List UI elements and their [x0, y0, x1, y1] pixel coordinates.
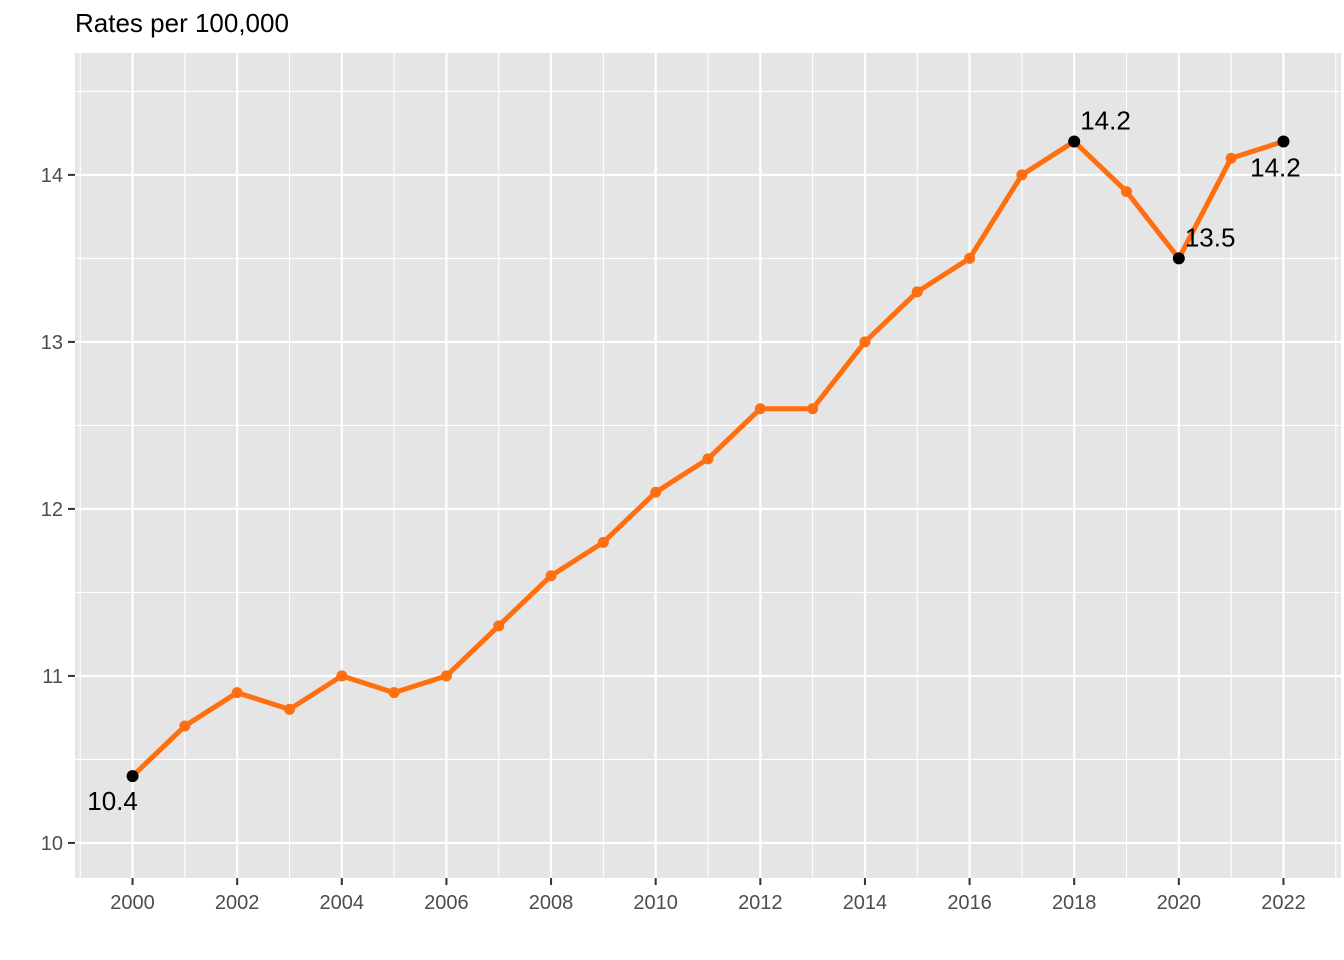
highlight-point — [1277, 135, 1290, 148]
data-point — [597, 536, 609, 548]
data-point — [1121, 186, 1133, 198]
data-point — [754, 403, 766, 415]
x-tick-label: 2006 — [424, 892, 469, 914]
x-tick-label: 2000 — [110, 892, 155, 914]
y-tick-label: 11 — [42, 666, 63, 688]
x-tick-label: 2022 — [1261, 892, 1306, 914]
data-point — [807, 403, 819, 415]
x-tick-label: 2012 — [738, 892, 783, 914]
data-point — [440, 670, 452, 682]
y-tick-label: 10 — [41, 833, 63, 855]
data-label: 13.5 — [1185, 222, 1236, 252]
data-point — [1016, 169, 1028, 181]
y-tick-label: 13 — [41, 332, 63, 354]
data-point — [650, 486, 662, 498]
x-tick-label: 2018 — [1052, 892, 1097, 914]
highlight-layer: 10.4 14.2 13.5 14.2 — [87, 106, 1301, 817]
data-point — [336, 670, 348, 682]
grid-lines — [75, 53, 1341, 878]
highlight-point — [126, 770, 139, 783]
data-label: 10.4 — [87, 786, 138, 816]
data-point — [179, 720, 191, 732]
x-tick-label: 2008 — [529, 892, 574, 914]
data-point — [545, 570, 557, 582]
x-tick-label: 2016 — [947, 892, 992, 914]
y-tick-label: 14 — [41, 165, 63, 187]
chart-title: Rates per 100,000 — [75, 8, 289, 38]
data-point — [231, 687, 243, 699]
x-tick-label: 2002 — [215, 892, 260, 914]
y-tick-label: 12 — [41, 499, 63, 521]
data-point — [859, 336, 871, 348]
x-axis: 2000 2002 2004 2006 2008 2010 2012 2014 2016 2018… — [110, 878, 1306, 914]
data-point — [1225, 152, 1237, 164]
x-tick-label: 2014 — [843, 892, 888, 914]
data-point — [388, 687, 400, 699]
data-point — [911, 286, 923, 298]
data-point — [702, 453, 714, 465]
data-label: 14.2 — [1250, 153, 1301, 183]
data-point — [493, 620, 505, 632]
highlight-point — [1068, 135, 1081, 148]
x-tick-label: 2010 — [633, 892, 678, 914]
y-axis: 10 11 12 13 14 — [41, 165, 75, 855]
highlight-point — [1172, 252, 1185, 265]
x-tick-label: 2020 — [1157, 892, 1202, 914]
data-point — [283, 703, 295, 715]
x-tick-label: 2004 — [320, 892, 365, 914]
data-label: 14.2 — [1080, 106, 1131, 136]
data-point — [964, 252, 976, 264]
